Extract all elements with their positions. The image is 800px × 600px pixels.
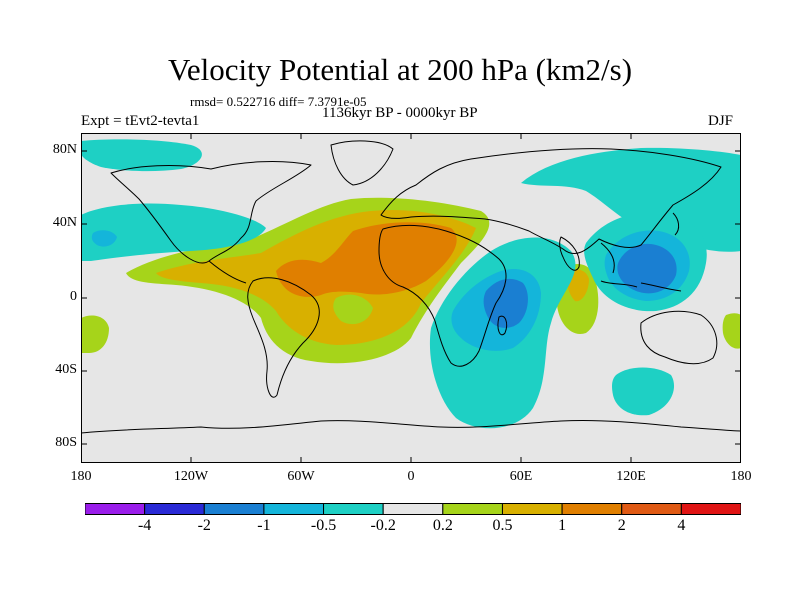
chart-title: Velocity Potential at 200 hPa (km2/s) bbox=[167, 52, 633, 87]
colorbar-box-4 bbox=[323, 503, 384, 515]
field-positive-weak-dateline-west bbox=[81, 315, 109, 353]
colorbar-box-7 bbox=[501, 503, 563, 515]
colorbar-label-2: -1 bbox=[257, 517, 271, 534]
colorbar-box-8 bbox=[561, 503, 623, 515]
stats-label: rmsd= 0.522716 diff= 7.3791e-05 bbox=[190, 94, 367, 109]
lon-label-180e: 180 bbox=[730, 469, 752, 484]
colorbar-label-3: -0.5 bbox=[310, 517, 337, 534]
colorbar-box-1 bbox=[144, 503, 205, 515]
field-positive-weak-dateline-east bbox=[722, 313, 741, 349]
lon-label-0: 0 bbox=[407, 469, 415, 484]
colorbar-label-0: -4 bbox=[137, 517, 152, 534]
lon-label-180w: 180 bbox=[70, 469, 92, 484]
lon-label-60w: 60W bbox=[287, 469, 315, 484]
colorbar-box-9 bbox=[621, 503, 682, 515]
colorbar bbox=[85, 503, 741, 515]
colorbar-label-9: 4 bbox=[677, 517, 686, 534]
field-positive-mid-indian bbox=[567, 269, 589, 302]
period-label: 1136kyr BP - 0000kyr BP bbox=[322, 105, 478, 121]
colorbar-box-10 bbox=[680, 503, 741, 515]
colorbar-label-1: -2 bbox=[197, 517, 211, 534]
field-negative-strong-wpacific bbox=[617, 243, 677, 294]
colorbar-label-6: 0.5 bbox=[492, 517, 513, 534]
lat-label-80n: 80N bbox=[52, 142, 77, 157]
colorbar-box-5 bbox=[382, 503, 444, 515]
colorbar-label-8: 2 bbox=[617, 517, 626, 534]
field-negative-weak-pacific-west bbox=[81, 203, 266, 261]
colorbar-box-0 bbox=[85, 503, 146, 515]
colorbar-label-5: 0.2 bbox=[432, 517, 453, 534]
lat-label-80s: 80S bbox=[55, 435, 77, 450]
colorbar-label-4: -0.2 bbox=[370, 517, 396, 534]
experiment-label: Expt = tEvt2-tevta1 bbox=[81, 113, 200, 129]
lon-label-60e: 60E bbox=[509, 469, 533, 484]
colorbar-label-7: 1 bbox=[558, 517, 567, 534]
map-plot bbox=[81, 133, 741, 463]
field-negative-mid-pacific-west bbox=[91, 230, 117, 247]
field-negative-strong-africa bbox=[483, 278, 528, 328]
field-negative-weak-southern-ocean bbox=[612, 367, 675, 416]
lat-label-40n: 40N bbox=[52, 215, 77, 230]
colorbar-box-3 bbox=[263, 503, 325, 515]
season-label: DJF bbox=[708, 113, 734, 129]
lat-label-0: 0 bbox=[70, 289, 77, 304]
coastlines bbox=[81, 140, 741, 434]
lat-label-40s: 40S bbox=[55, 362, 77, 377]
field-negative-weak-northwest bbox=[81, 139, 202, 172]
colorbar-box-2 bbox=[203, 503, 265, 515]
field-positive-strong-atlantic bbox=[276, 222, 457, 297]
lon-label-120e: 120E bbox=[616, 469, 646, 484]
colorbar-box-6 bbox=[442, 503, 503, 515]
field-positive-weak-green-spot bbox=[333, 294, 373, 325]
lon-label-120w: 120W bbox=[173, 469, 209, 484]
axis-ticks bbox=[81, 133, 741, 463]
